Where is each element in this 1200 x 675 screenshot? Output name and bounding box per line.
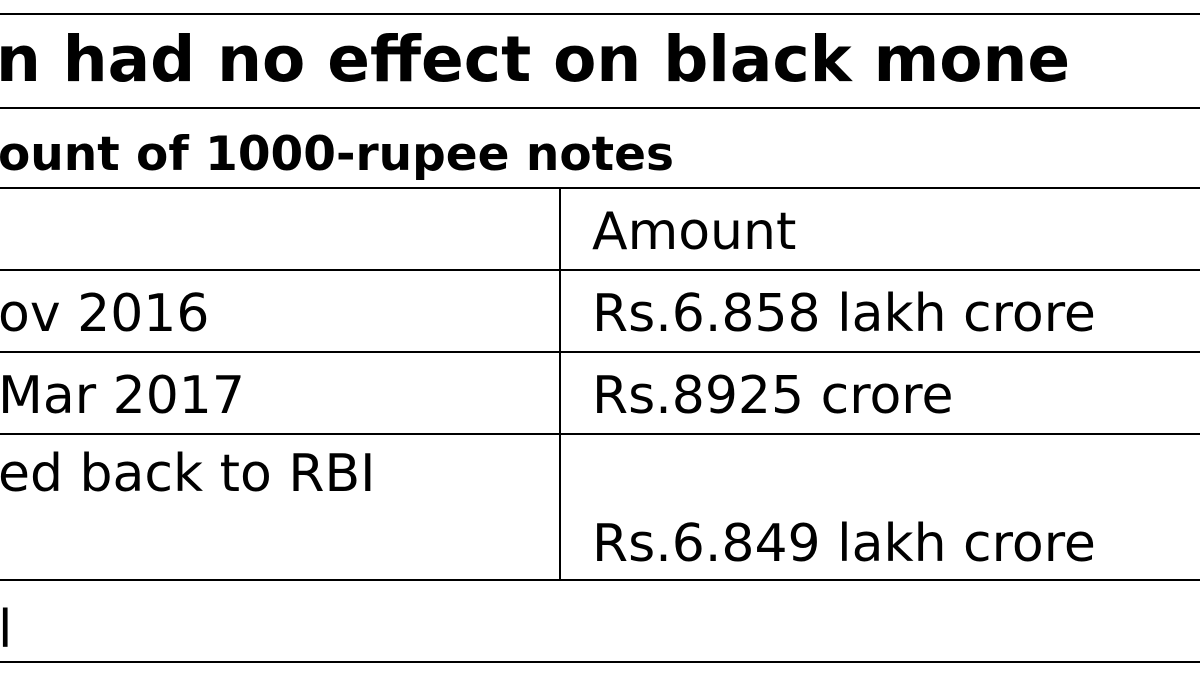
table-subtitle: ount of 1000-rupee notes bbox=[0, 127, 674, 182]
rule bbox=[0, 433, 1200, 435]
rule bbox=[0, 351, 1200, 353]
rule bbox=[0, 269, 1200, 271]
column-rule bbox=[559, 187, 561, 581]
rule bbox=[0, 661, 1200, 663]
header-cell: Amount bbox=[592, 202, 797, 262]
rule bbox=[0, 187, 1200, 189]
rule bbox=[0, 579, 1200, 581]
amount-cell: Rs.8925 crore bbox=[592, 366, 954, 426]
rule bbox=[0, 13, 1200, 15]
table-title: n had no effect on black mone bbox=[0, 23, 1071, 96]
amount-cell: Rs.6.858 lakh crore bbox=[592, 284, 1096, 344]
amount-cell: Rs.6.849 lakh crore bbox=[592, 514, 1096, 574]
rule bbox=[0, 107, 1200, 109]
row-label: l bbox=[0, 600, 13, 660]
row-label: ed back to RBI bbox=[0, 444, 376, 504]
row-label: Mar 2017 bbox=[0, 366, 245, 426]
row-label: ov 2016 bbox=[0, 284, 210, 344]
